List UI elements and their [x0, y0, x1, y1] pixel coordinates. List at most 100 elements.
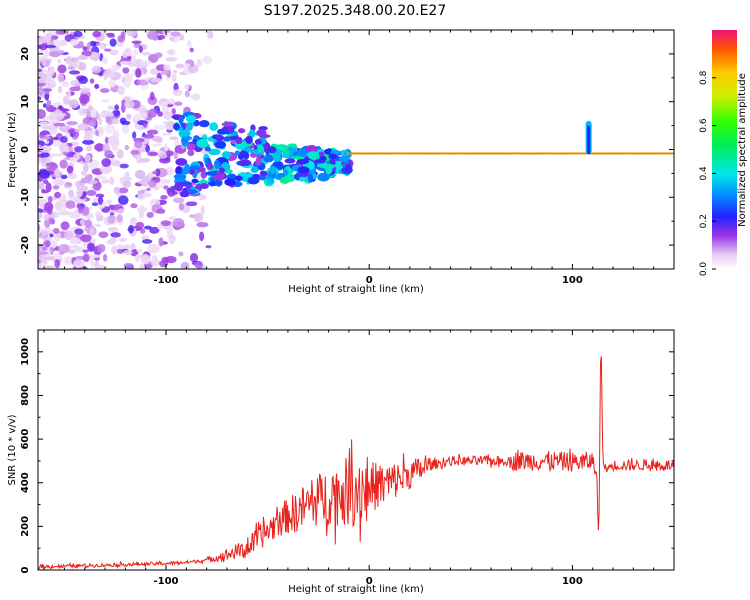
- noise-speck: [184, 90, 190, 98]
- noise-speck: [175, 63, 185, 69]
- noise-speck: [38, 143, 41, 151]
- noise-speck: [68, 70, 81, 75]
- noise-speck: [53, 178, 65, 186]
- noise-speck: [43, 214, 50, 221]
- noise-speck: [98, 117, 103, 126]
- noise-speck: [138, 105, 147, 115]
- colorbar-tick-label: 0.6: [699, 118, 709, 133]
- noise-speck: [196, 221, 209, 228]
- noise-speck: [104, 136, 109, 144]
- cluster-blob: [314, 158, 326, 164]
- y-tick-label: 400: [20, 472, 31, 493]
- spike-core: [587, 125, 591, 155]
- noise-speck: [94, 143, 105, 152]
- cluster-blob: [272, 153, 282, 162]
- noise-speck: [138, 60, 148, 65]
- cluster-blob: [204, 146, 211, 152]
- cluster-blob: [266, 178, 275, 185]
- noise-speck: [74, 228, 84, 235]
- noise-speck: [151, 255, 158, 261]
- noise-speck: [180, 261, 190, 269]
- noise-speck: [152, 170, 158, 175]
- spectrogram-ylabel: Frequency (Hz): [7, 112, 18, 188]
- noise-speck: [138, 210, 145, 219]
- snr-frame: [37, 329, 675, 571]
- noise-speck: [67, 66, 75, 70]
- cluster-blob: [214, 159, 221, 169]
- noise-speck: [49, 66, 55, 76]
- noise-speck: [169, 136, 179, 140]
- noise-speck: [160, 69, 172, 76]
- noise-speck: [83, 133, 93, 141]
- noise-speck: [59, 108, 70, 112]
- noise-speck: [181, 63, 191, 68]
- noise-speck: [84, 154, 91, 164]
- noise-speck: [98, 231, 109, 238]
- cluster-blob: [237, 128, 246, 134]
- noise-speck: [172, 89, 183, 97]
- noise-speck: [84, 219, 92, 228]
- cluster-blob: [173, 123, 180, 131]
- noise-speck: [66, 121, 78, 126]
- noise-speck: [143, 134, 155, 139]
- noise-speck: [145, 144, 150, 153]
- noise-speck: [82, 253, 90, 262]
- noise-speck: [56, 211, 61, 217]
- noise-speck: [43, 265, 55, 269]
- noise-speck: [124, 100, 135, 109]
- noise-speck: [97, 243, 106, 253]
- noise-speck: [95, 211, 102, 218]
- noise-speck: [41, 247, 48, 251]
- noise-speck: [173, 218, 185, 228]
- noise-speck: [80, 234, 92, 243]
- noise-speck: [107, 226, 119, 233]
- noise-speck: [153, 124, 166, 131]
- cluster-blob: [175, 158, 188, 166]
- noise-speck: [207, 30, 214, 39]
- noise-speck: [86, 41, 91, 51]
- noise-speck: [82, 139, 95, 145]
- noise-speck: [83, 130, 96, 135]
- noise-speck: [52, 252, 62, 258]
- noise-speck: [107, 135, 119, 145]
- noise-speck: [55, 245, 60, 252]
- cluster-blob: [189, 169, 195, 175]
- noise-speck: [143, 123, 148, 128]
- noise-speck: [172, 69, 178, 74]
- noise-speck: [104, 124, 116, 134]
- noise-speck: [80, 170, 88, 176]
- noise-speck: [117, 208, 125, 214]
- noise-speck: [65, 55, 73, 66]
- cluster-blob: [185, 114, 197, 124]
- noise-speck: [57, 85, 63, 94]
- cluster-blob: [317, 172, 330, 182]
- noise-speck: [146, 211, 154, 218]
- noise-speck: [140, 254, 152, 265]
- colorbar-tick-label: 0.8: [699, 70, 709, 85]
- noise-speck: [117, 35, 126, 43]
- cluster-blob: [248, 129, 256, 138]
- noise-speck: [134, 113, 140, 121]
- noise-speck: [68, 189, 75, 198]
- cluster-blob: [219, 167, 225, 174]
- colorbar-tick-label: 0.4: [699, 166, 709, 181]
- cluster-blob: [325, 165, 333, 175]
- noise-speck: [114, 104, 119, 111]
- cluster-blob: [237, 150, 250, 161]
- noise-speck: [102, 253, 108, 262]
- noise-speck: [101, 99, 111, 103]
- noise-speck: [67, 128, 77, 134]
- cluster-blob: [209, 122, 219, 131]
- noise-speck: [69, 236, 79, 245]
- noise-speck: [131, 40, 142, 44]
- figure-title: S197.2025.348.00.20.E27: [264, 3, 447, 19]
- noise-speck: [95, 175, 107, 180]
- x-tick-label: -100: [153, 275, 178, 286]
- noise-speck: [45, 140, 50, 144]
- noise-speck: [178, 251, 184, 257]
- noise-speck: [82, 249, 89, 253]
- cluster-blob: [307, 173, 314, 183]
- noise-speck: [126, 113, 132, 120]
- noise-speck: [79, 62, 87, 71]
